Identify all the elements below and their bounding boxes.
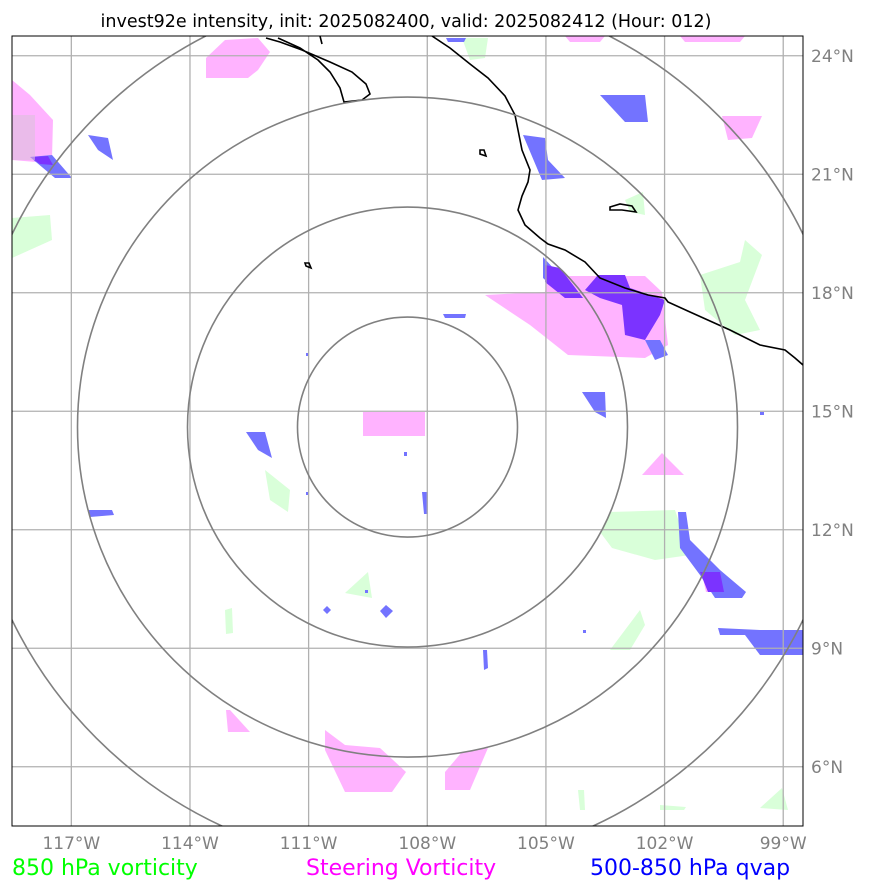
longitude-tick-label: 105°W [517,834,575,854]
map-panel [11,35,804,827]
latitude-tick-label: 9°N [811,639,843,659]
vorticity-850-layer [12,38,788,810]
longitude-tick-label: 117°W [42,834,100,854]
graticule [12,36,803,826]
overlap-patch-edge [12,115,35,160]
latitude-tick-label: 21°N [811,165,854,185]
map-frame [11,35,804,827]
distance-rings [12,36,803,826]
latitude-tick-label: 15°N [811,402,854,422]
latitude-tick-labels: 6°N 9°N 12°N 15°N 18°N 21°N 24°N [811,47,854,778]
longitude-tick-label: 108°W [398,834,456,854]
figure-title: invest92e intensity, init: 2025082400, v… [101,12,712,32]
longitude-tick-label: 99°W [760,834,807,854]
legend-qvap: 500-850 hPa qvap [590,856,790,881]
legend-steering-vorticity: Steering Vorticity [306,856,496,881]
latitude-tick-label: 6°N [811,758,843,778]
latitude-tick-label: 18°N [811,284,854,304]
latitude-tick-label: 12°N [811,521,854,541]
longitude-tick-label: 102°W [636,834,694,854]
longitude-tick-label: 111°W [280,834,338,854]
overlap-layer [30,156,724,592]
distance-ring [186,206,629,648]
distance-ring [76,96,739,758]
longitude-tick-label: 114°W [161,834,219,854]
coastline [265,36,803,366]
legend-850hpa-vorticity: 850 hPa vorticity [12,856,198,881]
distance-ring [296,316,519,538]
longitude-tick-labels: 117°W 114°W 111°W 108°W 105°W 102°W 99°W [42,834,806,854]
latitude-tick-label: 24°N [811,47,854,67]
